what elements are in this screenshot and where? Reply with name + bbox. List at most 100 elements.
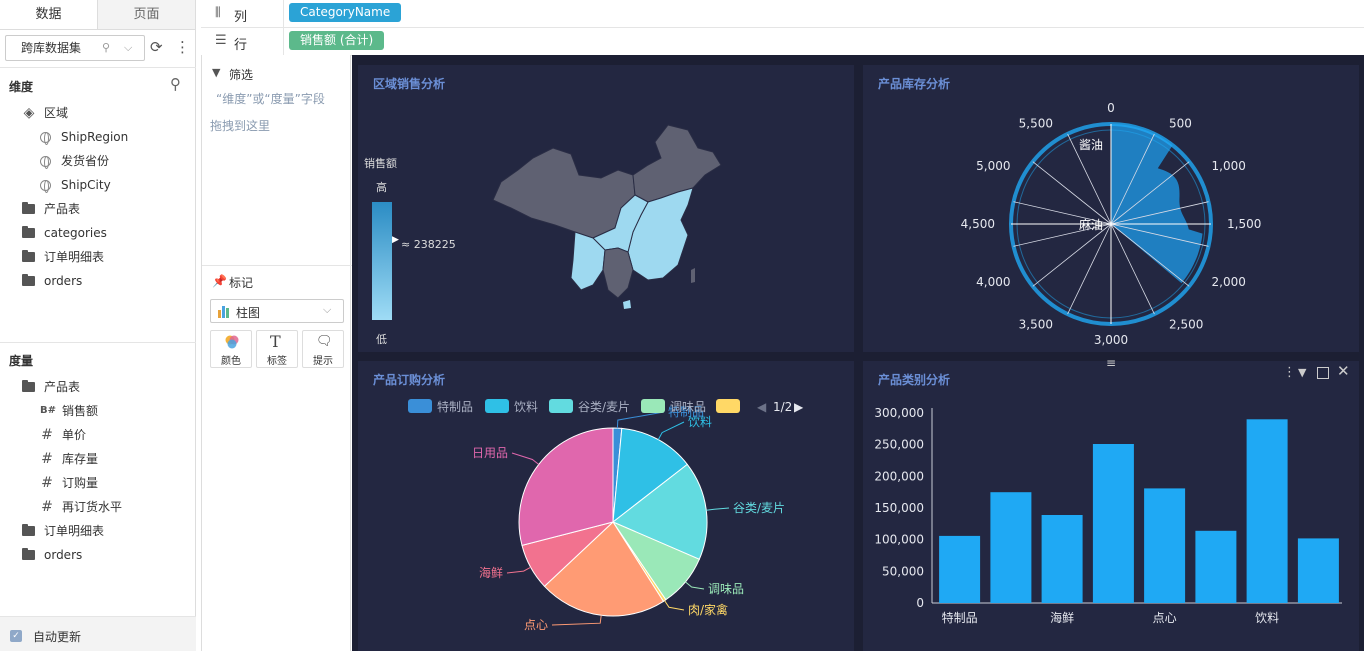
- polar-spoke: [1013, 223, 1112, 247]
- measure-item[interactable]: orders: [22, 545, 82, 565]
- measure-item[interactable]: # 单价: [40, 425, 86, 445]
- order-title: 产品订购分析: [373, 373, 446, 387]
- pie-slice: [518, 427, 614, 547]
- chart-type-value: 柱图: [236, 306, 261, 320]
- y-tick-label: 200,000: [874, 469, 924, 483]
- polar-spoke: [1110, 223, 1155, 315]
- chevron-down-icon[interactable]: ⌵: [124, 41, 133, 54]
- rows-label: 行: [234, 38, 248, 53]
- tree-item-label: 订单明细表: [44, 250, 105, 264]
- polar-spoke: [1067, 223, 1112, 315]
- y-tick-label: 0: [916, 596, 924, 610]
- folder-icon: [22, 274, 35, 286]
- map-region-south: [602, 247, 634, 299]
- filter-icon[interactable]: ▼: [1298, 366, 1307, 379]
- more-icon[interactable]: ⋮: [1283, 365, 1296, 380]
- y-tick-label: 150,000: [874, 501, 924, 515]
- tree-item-label: 产品表: [44, 202, 81, 216]
- measure-item[interactable]: # 订购量: [40, 473, 98, 493]
- inventory-polar-chart[interactable]: 0 500 1,000 1,500 2,000 2,500 3,000 3,500 4,000 4…: [863, 65, 1359, 352]
- bar: [990, 492, 1032, 603]
- tooltip-button-label: 提示: [313, 356, 333, 367]
- dimension-item[interactable]: ShipCity: [40, 175, 111, 195]
- pie-legend-swatch: [408, 399, 432, 413]
- polar-category-label: 麻油: [1079, 217, 1103, 232]
- dimension-item[interactable]: orders: [22, 271, 82, 291]
- measure-item[interactable]: 产品表: [22, 377, 80, 397]
- bar: [939, 535, 981, 603]
- polar-tick-label: 0: [1107, 101, 1115, 115]
- folder-open-icon: [22, 380, 35, 392]
- dimension-item[interactable]: 产品表: [22, 199, 80, 219]
- auto-update-checkbox[interactable]: ✓: [10, 630, 22, 642]
- color-button[interactable]: 颜色: [210, 330, 252, 368]
- layers-icon: ◈: [23, 105, 35, 121]
- tab-page[interactable]: 页面: [98, 0, 195, 29]
- tooltip-button[interactable]: 🗨 提示: [302, 330, 344, 368]
- china-map[interactable]: [483, 120, 733, 310]
- measure-item[interactable]: B# 销售额: [40, 401, 98, 421]
- pie-slice-label: 日用品: [472, 446, 508, 460]
- rows-pill[interactable]: 销售额 (合计): [289, 31, 385, 50]
- map-legend-low: 低: [376, 333, 387, 346]
- dimension-item[interactable]: ◈ 区域: [22, 103, 68, 123]
- columns-pill[interactable]: CategoryName: [289, 3, 402, 22]
- map-region-west: [492, 147, 636, 239]
- polar-series-area: [1111, 124, 1203, 284]
- measure-item[interactable]: # 库存量: [40, 449, 98, 469]
- pie-slice-label: 调味品: [708, 582, 744, 596]
- inventory-title: 产品库存分析: [878, 77, 951, 91]
- dimension-item[interactable]: 订单明细表: [22, 247, 104, 267]
- search-icon[interactable]: ⚲: [102, 41, 111, 54]
- polar-spoke: [1110, 201, 1209, 225]
- tree-item-label: ShipCity: [61, 178, 111, 192]
- measure-item[interactable]: 订单明细表: [22, 521, 104, 541]
- chart-type-select[interactable]: 柱图 ⌵: [210, 299, 344, 323]
- maximize-icon[interactable]: [1317, 367, 1329, 379]
- tab-data[interactable]: 数据: [0, 0, 98, 29]
- polar-tick-label: 1,000: [1212, 159, 1246, 173]
- tree-item-label: 再订货水平: [62, 500, 123, 514]
- tree-item-label: 订购量: [62, 476, 99, 490]
- auto-update-label: 自动更新: [33, 630, 82, 644]
- drag-handle-icon[interactable]: ≡: [1106, 356, 1117, 370]
- more-icon[interactable]: ⋮: [175, 38, 190, 56]
- pie-legend-label: 特制品: [437, 399, 473, 414]
- polar-tick-label: 4,000: [976, 275, 1010, 289]
- globe-icon: [40, 179, 51, 193]
- columns-icon: ⫼: [215, 5, 221, 19]
- filter-icon: ▼: [212, 66, 221, 79]
- folder-icon: [22, 250, 35, 262]
- refresh-icon[interactable]: ⟳: [150, 38, 163, 56]
- dimension-item[interactable]: ShipRegion: [40, 127, 128, 147]
- tree-item-label: 产品表: [44, 380, 81, 394]
- search-dimension-icon[interactable]: ⚲: [170, 75, 181, 93]
- pie-legend-prev-icon: ◀: [757, 400, 767, 414]
- polar-tick-label: 2,000: [1212, 275, 1246, 289]
- category-title: 产品类别分析: [878, 373, 951, 387]
- pie-legend-swatch: [549, 399, 573, 413]
- dimension-item[interactable]: 发货省份: [40, 151, 109, 171]
- measure-item[interactable]: # 再订货水平: [40, 497, 122, 517]
- folder-icon: [22, 548, 35, 560]
- data-panel: 数据 页面 跨库数据集 ⚲ ⌵ ⟳ ⋮ 维度 ⚲ ◈ 区域 ShipRegion 发货…: [0, 0, 196, 651]
- auto-update-bar: ✓ 自动更新: [0, 616, 196, 651]
- pie-legend-swatch: [485, 399, 509, 413]
- chevron-down-icon: ⌵: [323, 303, 332, 316]
- pie-label-line: [664, 600, 685, 611]
- label-button[interactable]: T 标签: [256, 330, 298, 368]
- close-icon[interactable]: ✕: [1337, 362, 1350, 380]
- polar-category-label: 酱油: [1079, 137, 1103, 152]
- dataset-select[interactable]: 跨库数据集 ⚲ ⌵: [5, 35, 145, 61]
- pie-slice-label: 特制品: [668, 404, 704, 419]
- map-region-north: [632, 124, 722, 203]
- category-bar-chart[interactable]: 0 50,000 100,000 150,000 200,000 250,000 300,0…: [863, 361, 1359, 651]
- columns-shelf: ⫼ 列 CategoryName: [201, 0, 1364, 28]
- dataset-select-value: 跨库数据集: [21, 41, 82, 55]
- map-legend-title: 销售额: [364, 157, 397, 170]
- dimensions-heading: 维度: [9, 80, 34, 94]
- dimension-item[interactable]: categories: [22, 223, 107, 243]
- order-card: 产品订购分析 特制品 饮料 谷类/麦片 调味品 肉/家禽 点心 海鲜 日用品 特制品 饮料 谷类/麦…: [358, 361, 854, 651]
- map-legend-gradient[interactable]: [372, 202, 392, 320]
